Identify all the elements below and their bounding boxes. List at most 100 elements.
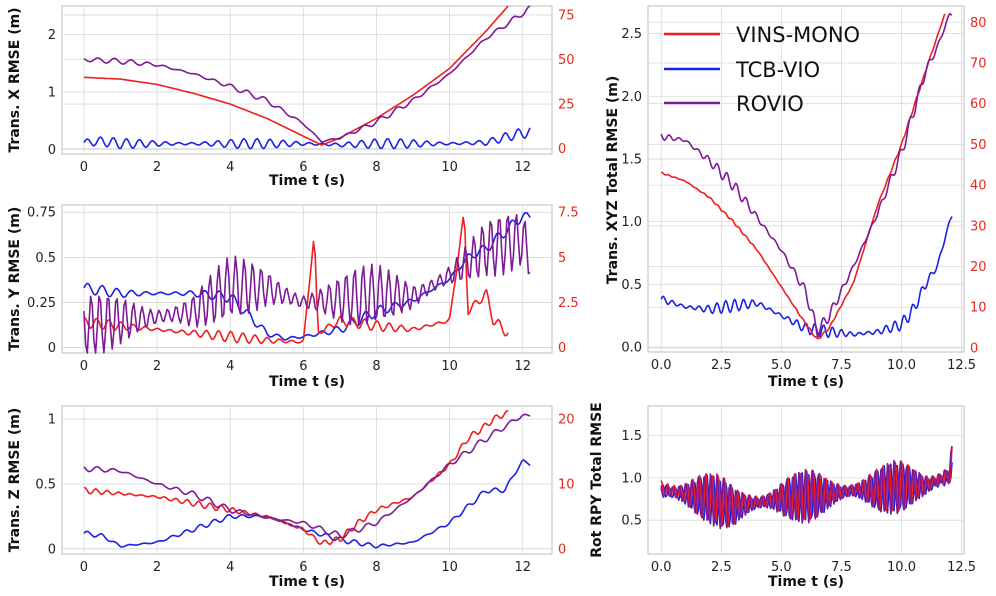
x-tick-label: 12: [514, 359, 531, 374]
y-tick-label: 1.0: [621, 215, 642, 230]
y-tick-label: 0: [48, 143, 56, 158]
y2-tick-label: 0: [558, 142, 566, 157]
x-tick-label: 7.5: [831, 560, 852, 575]
x-tick-label: 10.0: [887, 560, 916, 575]
x-axis-label: Time t (s): [269, 574, 345, 590]
x-tick-label: 4: [226, 160, 234, 175]
y2-tick-label: 70: [970, 56, 987, 71]
series-rovio: [83, 5, 531, 143]
x-tick-label: 4: [226, 560, 234, 575]
x-tick-label: 7.5: [831, 358, 852, 373]
x-tick-label: 0.0: [651, 560, 672, 575]
y2-tick-label: 20: [558, 412, 575, 427]
x-tick-label: 6: [299, 560, 307, 575]
plot-frame: [61, 5, 553, 155]
x-tick-label: 5.0: [771, 358, 792, 373]
series-vins-mono: [660, 13, 946, 340]
series-rovio: [660, 445, 953, 530]
y2-tick-label: 0: [970, 341, 978, 356]
y-tick-label: 2: [48, 28, 56, 43]
series-vins-mono: [83, 409, 509, 546]
y2-tick-label: 5: [558, 251, 566, 266]
y-tick-label: 1.0: [621, 471, 642, 486]
series-tcb-vio: [83, 127, 531, 150]
legend-item-vins-mono: VINS-MONO: [664, 23, 860, 47]
y-tick-label: 2.5: [621, 27, 642, 42]
y-tick-label: 0.5: [621, 514, 642, 529]
y-axis-label: Rot RPY Total RMSE: [589, 402, 605, 558]
x-tick-label: 2.5: [711, 358, 732, 373]
y-axis-label: Trans. XYZ Total RMSE (m): [605, 76, 621, 285]
y2-tick-label: 7.5: [558, 206, 579, 221]
series-tcb-vio: [660, 216, 953, 339]
series-vins-mono: [660, 447, 953, 528]
legend: VINS-MONO TCB-VIO ROVIO: [664, 23, 860, 116]
y2-tick-label: 2.5: [558, 296, 579, 311]
y2-tick-label: 40: [970, 179, 987, 194]
y-tick-label: 0.0: [621, 340, 642, 355]
y-tick-label: 1.5: [621, 429, 642, 444]
x-axis-label: Time t (s): [768, 574, 844, 590]
y-tick-label: 1: [48, 412, 56, 427]
legend-label: TCB-VIO: [735, 58, 820, 82]
x-tick-label: 8: [372, 560, 380, 575]
x-tick-label: 0: [80, 560, 88, 575]
series-rovio: [83, 214, 531, 354]
y2-tick-label: 50: [970, 138, 987, 153]
y2-tick-label: 30: [970, 219, 987, 234]
x-tick-label: 0: [80, 160, 88, 175]
x-tick-label: 12: [514, 560, 531, 575]
x-tick-label: 0.0: [651, 358, 672, 373]
y2-tick-label: 0: [558, 341, 566, 356]
x-tick-label: 10.0: [887, 358, 916, 373]
series-rovio: [660, 12, 953, 338]
y2-tick-label: 20: [970, 260, 987, 275]
y-axis-label: Trans. Z RMSE (m): [7, 408, 23, 553]
legend-label: VINS-MONO: [736, 23, 860, 47]
y2-tick-label: 0: [558, 542, 566, 557]
x-tick-label: 12.5: [947, 560, 976, 575]
x-tick-label: 0: [80, 359, 88, 374]
x-tick-label: 6: [299, 160, 307, 175]
x-tick-label: 2: [153, 359, 161, 374]
y-axis-label: Trans. X RMSE (m): [7, 7, 23, 152]
y-tick-label: 0: [48, 341, 56, 356]
y-tick-label: 1: [48, 86, 56, 101]
y2-tick-label: 10: [970, 301, 987, 316]
chart-trans-y: 0 0.25 0.5 0.75 0 2.5 5 7.5 0 2 4 6 8 10 12 Time t (…: [7, 204, 579, 390]
x-tick-label: 2: [153, 560, 161, 575]
x-axis-label: Time t (s): [269, 173, 345, 189]
y2-tick-label: 50: [558, 53, 575, 68]
x-axis-label: Time t (s): [269, 374, 345, 390]
y-axis-label: Trans. Y RMSE (m): [7, 207, 23, 351]
x-tick-label: 8: [372, 359, 380, 374]
plot-frame: [61, 405, 553, 555]
x-tick-label: 12: [514, 160, 531, 175]
y-tick-label: 0.5: [35, 477, 56, 492]
series-vins-mono: [83, 216, 509, 344]
y-tick-label: 0: [48, 542, 56, 557]
x-tick-label: 2.5: [711, 560, 732, 575]
x-tick-label: 10: [441, 560, 458, 575]
x-tick-label: 8: [372, 160, 380, 175]
x-tick-label: 2: [153, 160, 161, 175]
y-tick-label: 0.75: [27, 206, 56, 221]
legend-item-rovio: ROVIO: [664, 92, 804, 116]
series-rovio: [83, 413, 531, 539]
y2-tick-label: 80: [970, 16, 987, 31]
y-tick-label: 2.0: [621, 90, 642, 105]
x-axis-label: Time t (s): [768, 374, 844, 390]
y-tick-label: 1.5: [621, 152, 642, 167]
series-vins-mono: [83, 5, 509, 146]
y2-tick-label: 10: [558, 477, 575, 492]
y2-tick-label: 25: [558, 98, 575, 113]
series-tcb-vio: [83, 211, 531, 341]
plot-frame: [61, 204, 553, 354]
y-tick-label: 0.5: [621, 278, 642, 293]
x-tick-label: 6: [299, 359, 307, 374]
x-tick-label: 10: [441, 359, 458, 374]
series-tcb-vio: [83, 459, 531, 549]
y-tick-label: 0.25: [27, 296, 56, 311]
